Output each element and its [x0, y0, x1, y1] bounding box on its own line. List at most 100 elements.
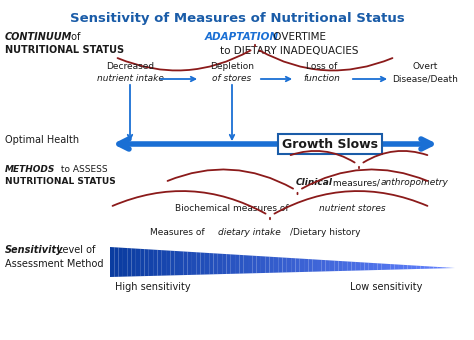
Polygon shape: [274, 257, 278, 273]
Text: function: function: [303, 74, 340, 83]
Polygon shape: [170, 251, 175, 275]
Polygon shape: [213, 253, 218, 274]
Polygon shape: [218, 254, 222, 274]
Polygon shape: [356, 262, 360, 271]
Text: Sensitivity: Sensitivity: [5, 245, 64, 255]
Text: Level of: Level of: [54, 245, 95, 255]
Polygon shape: [196, 252, 201, 275]
Polygon shape: [235, 255, 239, 274]
Polygon shape: [175, 251, 179, 275]
Text: Clinical: Clinical: [296, 178, 333, 187]
Polygon shape: [291, 258, 295, 272]
Text: Loss of: Loss of: [306, 62, 337, 71]
Polygon shape: [270, 257, 274, 273]
Text: Decreased: Decreased: [106, 62, 154, 71]
Polygon shape: [386, 264, 390, 270]
Text: nutrient intake: nutrient intake: [97, 74, 164, 83]
Polygon shape: [317, 260, 321, 272]
Text: measures/: measures/: [330, 178, 380, 187]
Polygon shape: [309, 259, 313, 272]
Polygon shape: [252, 256, 256, 273]
Polygon shape: [209, 253, 213, 274]
Polygon shape: [239, 255, 244, 274]
Polygon shape: [408, 265, 412, 269]
Text: High sensitivity: High sensitivity: [115, 282, 191, 292]
Text: of: of: [68, 32, 81, 42]
Text: Optimal Health: Optimal Health: [5, 135, 79, 145]
Text: Overt: Overt: [412, 62, 438, 71]
Polygon shape: [365, 262, 369, 270]
Polygon shape: [201, 253, 205, 275]
Text: Measures of: Measures of: [150, 228, 208, 237]
Polygon shape: [304, 259, 309, 272]
Polygon shape: [433, 267, 438, 269]
Polygon shape: [183, 252, 188, 275]
Polygon shape: [373, 263, 377, 270]
Polygon shape: [429, 267, 433, 269]
Polygon shape: [321, 260, 326, 271]
Polygon shape: [412, 266, 416, 269]
Polygon shape: [278, 257, 283, 273]
Text: CONTINUUM: CONTINUUM: [5, 32, 73, 42]
Polygon shape: [227, 254, 231, 274]
Text: NUTRITIONAL STATUS: NUTRITIONAL STATUS: [5, 177, 116, 186]
Polygon shape: [343, 261, 347, 271]
Polygon shape: [330, 260, 334, 271]
Polygon shape: [283, 257, 287, 272]
Polygon shape: [136, 249, 140, 276]
Polygon shape: [395, 264, 399, 270]
Polygon shape: [149, 249, 153, 276]
Polygon shape: [390, 264, 395, 270]
Polygon shape: [338, 261, 343, 271]
Polygon shape: [244, 255, 248, 273]
Text: of stores: of stores: [212, 74, 252, 83]
Text: Disease/Death: Disease/Death: [392, 74, 458, 83]
Polygon shape: [265, 256, 270, 273]
Polygon shape: [416, 266, 420, 269]
Text: Sensitivity of Measures of Nutritional Status: Sensitivity of Measures of Nutritional S…: [70, 12, 404, 25]
Polygon shape: [205, 253, 209, 274]
Polygon shape: [334, 261, 338, 271]
Text: Depletion: Depletion: [210, 62, 254, 71]
Text: dietary intake: dietary intake: [218, 228, 281, 237]
Polygon shape: [256, 256, 261, 273]
Polygon shape: [326, 260, 330, 271]
Polygon shape: [157, 250, 162, 276]
Polygon shape: [438, 267, 442, 269]
Polygon shape: [140, 249, 145, 276]
Polygon shape: [295, 258, 300, 272]
Polygon shape: [132, 248, 136, 276]
Polygon shape: [222, 254, 227, 274]
Text: METHODS: METHODS: [5, 165, 55, 174]
Polygon shape: [118, 248, 123, 277]
Polygon shape: [261, 256, 265, 273]
Polygon shape: [248, 255, 252, 273]
Polygon shape: [153, 250, 157, 276]
Polygon shape: [403, 265, 408, 269]
Polygon shape: [110, 247, 114, 277]
Text: Biochemical measures of: Biochemical measures of: [175, 204, 292, 213]
Polygon shape: [188, 252, 192, 275]
Text: to DIETARY INADEQUACIES: to DIETARY INADEQUACIES: [220, 46, 358, 56]
Polygon shape: [369, 263, 373, 270]
Text: to ASSESS: to ASSESS: [58, 165, 108, 174]
Text: Assessment Method: Assessment Method: [5, 259, 103, 269]
Text: ADAPTATION: ADAPTATION: [205, 32, 279, 42]
Polygon shape: [231, 254, 235, 274]
Polygon shape: [420, 266, 425, 269]
Polygon shape: [442, 267, 447, 268]
Polygon shape: [360, 262, 365, 271]
Polygon shape: [399, 265, 403, 270]
Text: Growth Slows: Growth Slows: [282, 137, 378, 151]
Text: Low sensitivity: Low sensitivity: [350, 282, 422, 292]
Text: /Dietary history: /Dietary history: [290, 228, 361, 237]
Text: nutrient stores: nutrient stores: [319, 204, 386, 213]
Polygon shape: [179, 251, 183, 275]
Polygon shape: [382, 264, 386, 270]
Text: NUTRITIONAL STATUS: NUTRITIONAL STATUS: [5, 45, 124, 55]
Polygon shape: [162, 250, 166, 276]
Polygon shape: [114, 247, 118, 277]
Text: OVERTIME: OVERTIME: [270, 32, 326, 42]
Polygon shape: [287, 258, 291, 272]
Polygon shape: [166, 251, 170, 275]
